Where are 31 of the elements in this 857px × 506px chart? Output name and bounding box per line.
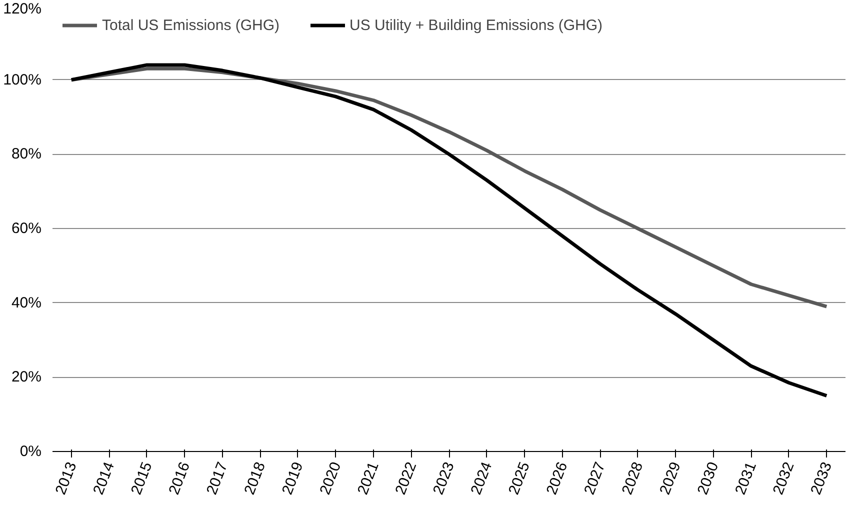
y-tick-label: 0%: [20, 443, 42, 460]
x-tick-label: 2020: [316, 460, 345, 498]
legend-label: US Utility + Building Emissions (GHG): [350, 16, 603, 34]
x-tick-label: 2022: [392, 460, 420, 498]
x-tick-label: 2017: [203, 460, 232, 498]
x-tick-label: 2016: [166, 460, 194, 498]
y-tick-label: 100%: [3, 71, 42, 88]
x-tick-label: 2031: [732, 460, 760, 498]
x-tick-label: 2027: [580, 460, 609, 498]
x-tick-label: 2026: [543, 460, 572, 498]
y-tick-label: 60%: [11, 220, 42, 237]
x-tick-label: 2033: [808, 460, 836, 498]
x-tick-label: 2024: [468, 460, 496, 498]
x-tick-label: 2014: [90, 460, 118, 498]
x-tick-label: 2029: [656, 460, 684, 498]
x-tick-label: 2025: [505, 460, 534, 498]
y-tick-label: 120%: [3, 0, 42, 18]
x-tick-label: 2023: [430, 460, 458, 498]
y-tick-label: 20%: [11, 368, 42, 386]
x-tick-label: 2032: [770, 460, 798, 498]
x-tick-label: 2018: [241, 460, 270, 498]
x-tick-label: 2013: [52, 460, 80, 498]
x-tick-label: 2019: [278, 460, 307, 498]
legend-label: Total US Emissions (GHG): [102, 16, 280, 34]
x-tick-label: 2015: [128, 460, 156, 498]
y-tick-label: 80%: [11, 146, 42, 163]
line-series: [70, 63, 828, 398]
y-tick-label: 40%: [11, 294, 42, 312]
x-tick-label: 2030: [694, 460, 722, 498]
x-tick-label: 2021: [354, 460, 382, 498]
x-tick-label: 2028: [618, 460, 647, 498]
